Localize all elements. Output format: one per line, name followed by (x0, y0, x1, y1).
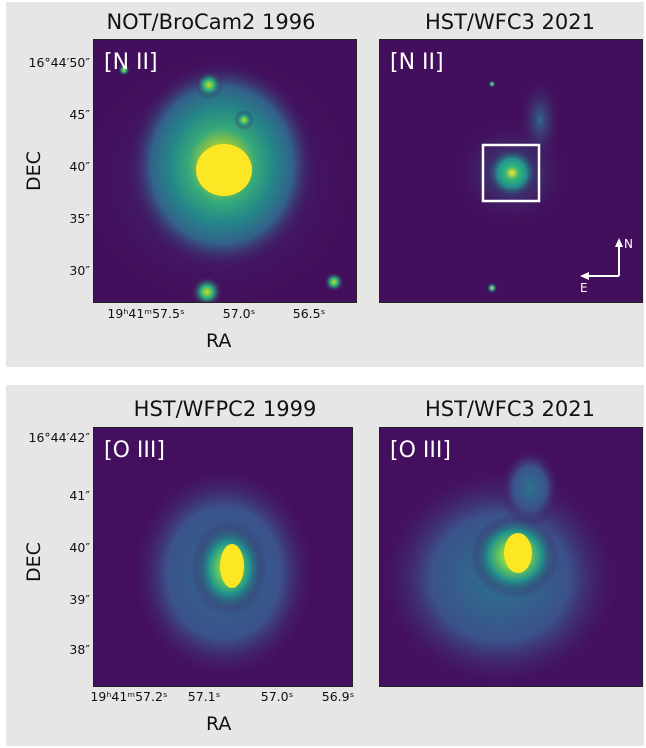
y-tick-label: 39″ (69, 592, 90, 607)
nii-2021-image: [N II] N E (379, 39, 643, 303)
compass-north-label: N (624, 237, 633, 251)
x-tick-label: 57.1ˢ (187, 689, 221, 704)
oiii-2021-image: [O III] (379, 427, 643, 687)
panel-title: HST/WFC3 2021 (424, 397, 595, 421)
y-tick-label: 40″ (69, 159, 90, 174)
filter-label: [N II] (390, 50, 444, 75)
y-tick-label: 16°44′50″ (28, 55, 90, 70)
x-tick-label: 57.0ˢ (222, 306, 256, 321)
figure-panel-nii: NOT/BroCam2 1996 HST/WFC3 2021 (6, 2, 644, 367)
panel-title: NOT/BroCam2 1996 (106, 10, 316, 34)
x-tick-label: 19ʰ41ᵐ57.2ˢ (90, 689, 168, 704)
figure-panel-oiii: HST/WFPC2 1999 HST/WFC3 2021 (6, 385, 644, 746)
x-tick-label: 56.9ˢ (321, 689, 355, 704)
y-tick-label: 16°44′42″ (28, 430, 90, 445)
x-axis-label: RA (206, 713, 232, 735)
y-axis-label: DEC (22, 542, 45, 582)
zoom-box (481, 143, 541, 203)
filter-label: [O III] (390, 438, 451, 463)
x-tick-label: 56.5ˢ (292, 306, 326, 321)
filter-label: [N II] (104, 50, 158, 75)
filter-label: [O III] (104, 438, 165, 463)
x-axis-label: RA (206, 330, 232, 352)
panel-title: HST/WFC3 2021 (424, 10, 595, 34)
nii-1996-image: [N II] (93, 39, 357, 303)
y-axis-label: DEC (22, 151, 45, 191)
y-tick-label: 38″ (69, 642, 90, 657)
y-tick-label: 40″ (69, 540, 90, 555)
y-tick-label: 35″ (69, 211, 90, 226)
compass-east-label: E (580, 281, 588, 295)
y-tick-label: 41″ (69, 488, 90, 503)
x-tick-label: 19ʰ41ᵐ57.5ˢ (107, 306, 185, 321)
y-tick-label: 45″ (69, 107, 90, 122)
x-tick-label: 57.0ˢ (260, 689, 294, 704)
panel-title: HST/WFPC2 1999 (133, 397, 317, 421)
oiii-1999-image: [O III] (93, 427, 353, 687)
y-tick-label: 30″ (69, 263, 90, 278)
